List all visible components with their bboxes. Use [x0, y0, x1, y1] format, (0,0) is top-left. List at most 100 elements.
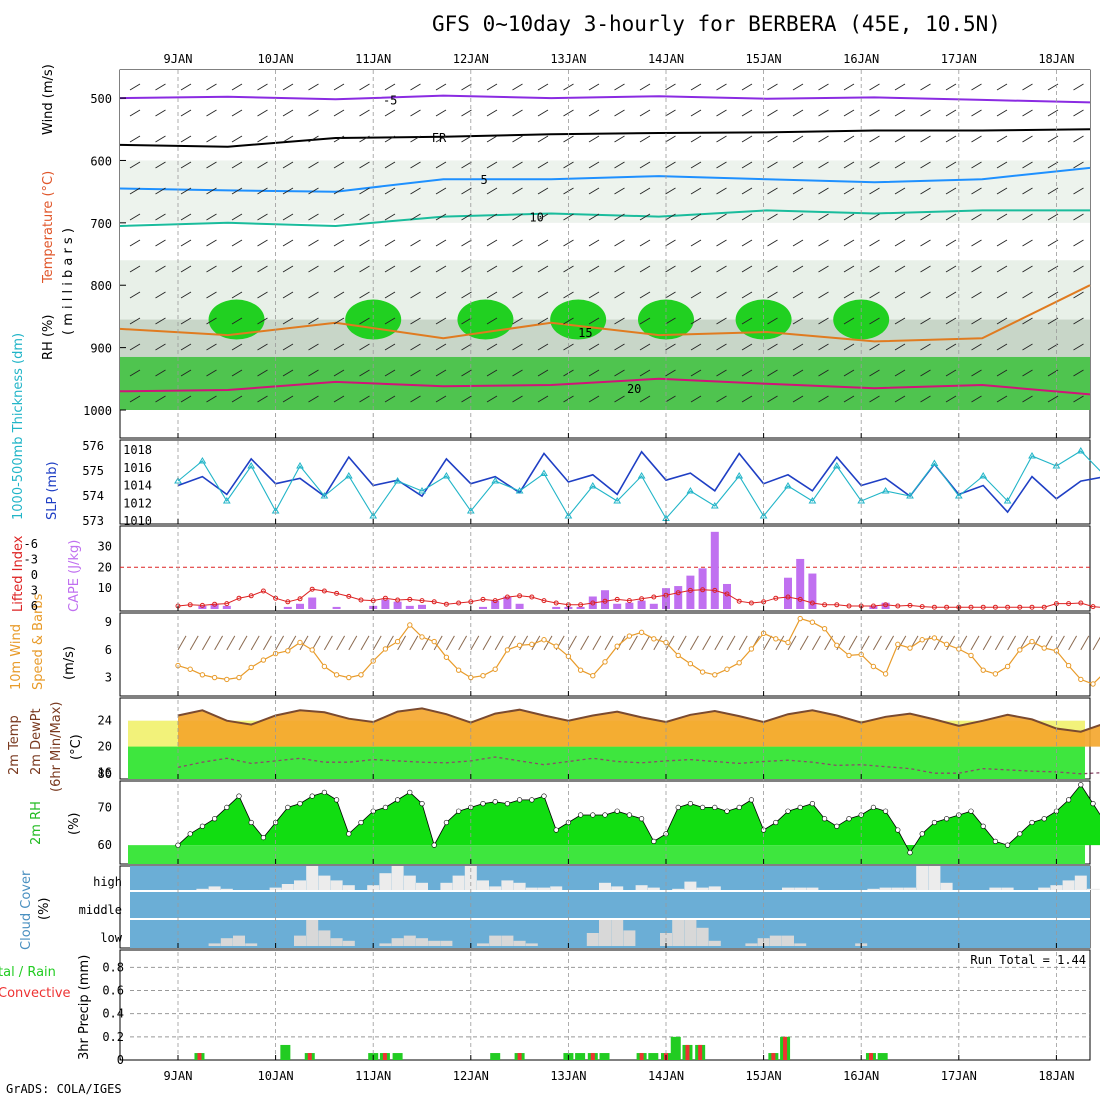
wind-barb [690, 109, 702, 117]
cloud-high-bar [599, 882, 611, 890]
wind-barb [384, 265, 396, 273]
rh2m-point [1065, 797, 1072, 803]
wind-barb [537, 291, 549, 299]
wind-barb [945, 369, 957, 377]
wind-barb [537, 239, 549, 247]
wind-barb [410, 265, 421, 273]
wind-barb [665, 239, 676, 247]
wind10m-point [614, 643, 620, 649]
wind-barb [716, 395, 727, 403]
precip-conv-bar [783, 1036, 788, 1060]
cloud-low-bar [428, 940, 441, 946]
precip-total-bar [599, 1053, 610, 1060]
wind-barb [180, 83, 192, 91]
wind-barb [665, 213, 676, 221]
cape-bar [869, 605, 878, 609]
wind-barb [716, 187, 727, 195]
wind-barb [384, 187, 396, 195]
rh2m-point [931, 819, 938, 826]
wind-barb [996, 343, 1008, 351]
wind10m-point [224, 676, 230, 683]
li-point [980, 604, 986, 610]
wind-barb [333, 239, 345, 247]
rh2m-point [212, 816, 218, 822]
precip-tick-0.4: 0.4 [102, 1007, 124, 1021]
wind-barb [1073, 213, 1084, 221]
wind-barb [206, 343, 217, 351]
wind-barb [384, 213, 396, 221]
wind-barb [512, 161, 523, 169]
wind-barb [129, 369, 141, 377]
li-point [748, 600, 754, 606]
rh2m-point [992, 838, 999, 844]
wind-barb [129, 213, 141, 221]
wind-barb [818, 83, 829, 91]
li-point [419, 598, 425, 604]
wind10m-point [882, 671, 889, 677]
wind-barb [1022, 213, 1033, 221]
wind-barb [1073, 265, 1084, 273]
wind-barb [588, 161, 600, 169]
x-tick-top-13JAN: 13JAN [550, 52, 586, 66]
wind-barb [282, 343, 294, 351]
rh2m-point [358, 819, 364, 826]
wind-tick-6: 6 [105, 643, 112, 657]
wind-barb [155, 369, 166, 377]
wind10m-barb [641, 635, 651, 651]
wind10m-point [651, 636, 657, 642]
rh-blob [638, 299, 694, 340]
wind10m-point [931, 635, 938, 641]
wind-barb [843, 291, 855, 299]
wind-barb [308, 291, 319, 299]
wind-barb [665, 135, 676, 143]
precip-conv-bar [307, 1053, 312, 1060]
wind-barb [155, 109, 166, 117]
wind-barb [308, 213, 319, 221]
li-point [395, 597, 401, 603]
wind-barb [486, 317, 498, 325]
wind-barb [996, 239, 1008, 247]
li-point [517, 593, 523, 599]
wind-barb [716, 291, 727, 299]
wind-barb [767, 187, 778, 195]
wind10m-barb [275, 635, 285, 651]
wind-barb [639, 213, 651, 221]
wind-barb [359, 291, 370, 299]
wind-barb [818, 395, 829, 403]
wind-barb [614, 343, 625, 351]
cloud-high-bar [330, 880, 343, 890]
wind-barb [206, 369, 217, 377]
rh2m-point [870, 804, 877, 811]
wind-barb [665, 109, 676, 117]
y-tick-800: 800 [90, 279, 112, 293]
cape-bar [418, 604, 426, 609]
rh2m-point [614, 808, 620, 814]
wind-tick-3: 3 [105, 671, 112, 685]
wind-barb [1022, 395, 1033, 403]
wind10m-barb [177, 635, 187, 651]
wind-barb [410, 213, 421, 221]
rh2m-point [773, 819, 779, 826]
cloud-high-bar [306, 866, 319, 890]
rh2m-point [797, 804, 803, 811]
wind-barb [869, 109, 880, 117]
li-point [346, 593, 352, 599]
cloud-low-bar [489, 935, 502, 946]
wind-barb [665, 369, 676, 377]
wind-barb [333, 83, 345, 91]
wind10m-point [577, 667, 584, 673]
dewpt2m-line [177, 756, 1100, 775]
li-point [236, 595, 242, 601]
li-point [773, 595, 779, 601]
wind-barb [894, 291, 906, 299]
thickness-point [588, 482, 597, 489]
wind-barb [563, 317, 574, 325]
wind-barb [257, 343, 268, 351]
wind-barb [308, 135, 319, 143]
wind10m-point [1029, 638, 1035, 645]
wind-barb [257, 109, 268, 117]
wind-barb [410, 317, 421, 325]
wind-tick-9: 9 [105, 615, 112, 629]
cape-bar [515, 603, 524, 609]
